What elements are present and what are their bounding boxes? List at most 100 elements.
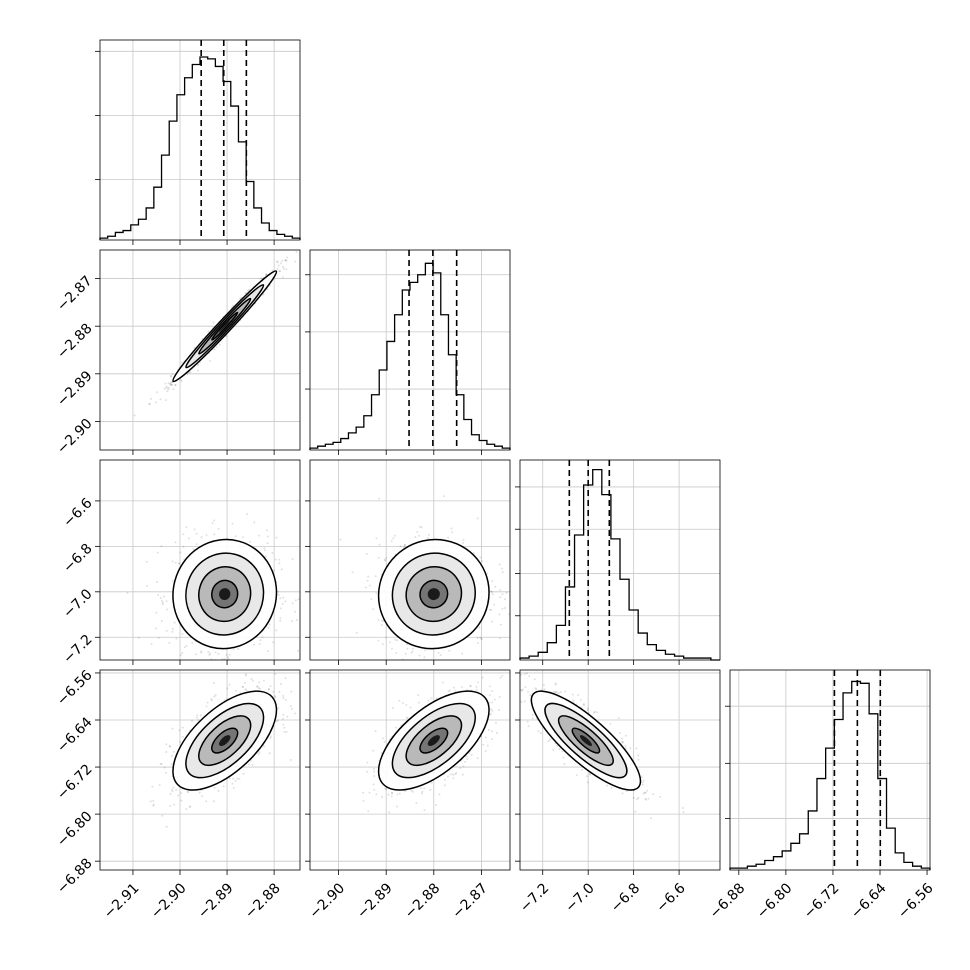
scatter-point <box>499 676 502 679</box>
scatter-point <box>172 750 175 753</box>
scatter-point <box>294 599 297 602</box>
scatter-point <box>496 732 498 734</box>
scatter-point <box>193 346 196 349</box>
scatter-point <box>213 681 215 684</box>
scatter-point <box>179 741 181 743</box>
scatter-point <box>250 678 253 680</box>
scatter-point <box>466 758 469 761</box>
scatter-point <box>285 730 288 733</box>
scatter-point <box>276 267 279 270</box>
scatter-point <box>301 602 303 604</box>
scatter-point <box>278 558 281 561</box>
scatter-point <box>281 717 284 720</box>
scatter-point <box>165 743 168 746</box>
scatter-point <box>505 591 508 594</box>
scatter-point <box>151 785 154 788</box>
scatter-point <box>257 753 260 756</box>
scatter-point <box>231 305 234 307</box>
scatter-point <box>150 397 152 400</box>
scatter-point <box>282 723 285 726</box>
scatter-point <box>228 777 231 780</box>
scatter-point <box>411 650 414 653</box>
scatter-point <box>283 726 286 729</box>
scatter-point <box>155 611 158 614</box>
scatter-point <box>275 629 278 632</box>
scatter-point <box>484 750 487 752</box>
scatter-point <box>238 777 241 780</box>
scatter-point <box>368 584 371 587</box>
scatter-point <box>262 293 265 296</box>
scatter-point <box>284 699 287 702</box>
scatter-point <box>430 697 433 700</box>
scatter-point <box>285 663 287 665</box>
scatter-point <box>482 743 485 746</box>
scatter-point <box>548 738 551 741</box>
scatter-point <box>228 683 231 686</box>
scatter-point <box>208 653 211 656</box>
scatter-point <box>374 730 377 733</box>
scatter-point <box>282 713 285 716</box>
scatter-point <box>395 652 398 654</box>
scatter-point <box>269 735 272 738</box>
scatter-point <box>605 784 608 787</box>
scatter-point <box>423 787 426 790</box>
scatter-point <box>577 694 580 696</box>
scatter-point <box>212 321 215 324</box>
scatter-point <box>276 261 279 264</box>
scatter-point <box>381 643 384 645</box>
density-panel-4-3 <box>515 669 721 875</box>
scatter-point <box>210 665 212 667</box>
scatter-point <box>241 536 244 539</box>
scatter-point <box>163 595 165 598</box>
scatter-point <box>180 361 183 364</box>
scatter-point <box>451 531 454 534</box>
scatter-point <box>181 736 184 738</box>
scatter-point <box>152 804 155 807</box>
scatter-point <box>487 729 490 731</box>
scatter-point <box>367 575 370 578</box>
scatter-point <box>489 608 492 611</box>
scatter-point <box>448 649 451 652</box>
scatter-point <box>145 560 148 563</box>
density-core <box>219 320 231 333</box>
scatter-point <box>180 380 183 383</box>
scatter-point <box>169 793 172 795</box>
scatter-point <box>180 799 183 802</box>
scatter-point <box>257 687 260 689</box>
scatter-point <box>187 791 190 794</box>
scatter-point <box>469 684 472 687</box>
scatter-point <box>180 792 183 795</box>
scatter-point <box>218 343 221 346</box>
scatter-point <box>399 545 402 548</box>
scatter-point <box>278 562 281 565</box>
scatter-point <box>236 777 239 780</box>
scatter-point <box>213 533 216 536</box>
scatter-point <box>177 794 180 797</box>
scatter-point <box>365 586 367 589</box>
scatter-point <box>396 793 399 796</box>
scatter-point <box>520 689 522 692</box>
scatter-point <box>498 708 501 711</box>
scatter-point <box>405 704 408 706</box>
scatter-point <box>280 683 282 685</box>
scatter-point <box>277 264 280 267</box>
scatter-point <box>523 700 526 703</box>
scatter-point <box>175 789 178 791</box>
scatter-point <box>375 537 378 540</box>
scatter-point <box>498 695 501 698</box>
histogram-step <box>99 56 301 240</box>
scatter-point <box>291 558 294 561</box>
scatter-point <box>228 653 231 656</box>
scatter-point <box>279 607 282 610</box>
scatter-point <box>634 810 637 813</box>
scatter-point <box>366 770 369 773</box>
scatter-point <box>380 619 383 622</box>
scatter-point <box>241 685 244 688</box>
scatter-point <box>155 391 158 394</box>
scatter-point <box>217 527 220 530</box>
scatter-point <box>174 561 177 564</box>
scatter-point <box>252 679 254 682</box>
scatter-point <box>491 701 494 704</box>
scatter-point <box>161 603 164 606</box>
scatter-point <box>217 789 220 792</box>
